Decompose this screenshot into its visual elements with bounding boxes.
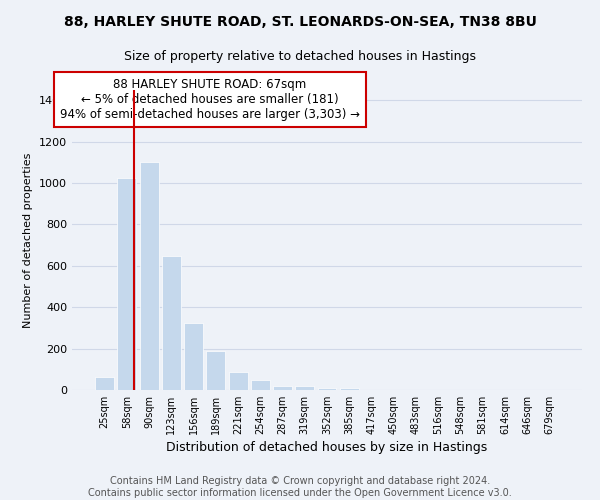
Bar bbox=[295, 386, 314, 390]
Bar bbox=[162, 256, 181, 390]
Text: Size of property relative to detached houses in Hastings: Size of property relative to detached ho… bbox=[124, 50, 476, 63]
Bar bbox=[206, 350, 225, 390]
X-axis label: Distribution of detached houses by size in Hastings: Distribution of detached houses by size … bbox=[166, 441, 488, 454]
Bar bbox=[251, 380, 270, 390]
Text: 88, HARLEY SHUTE ROAD, ST. LEONARDS-ON-SEA, TN38 8BU: 88, HARLEY SHUTE ROAD, ST. LEONARDS-ON-S… bbox=[64, 15, 536, 29]
Text: 88 HARLEY SHUTE ROAD: 67sqm
← 5% of detached houses are smaller (181)
94% of sem: 88 HARLEY SHUTE ROAD: 67sqm ← 5% of deta… bbox=[60, 78, 360, 121]
Bar bbox=[340, 388, 359, 390]
Bar bbox=[317, 388, 337, 390]
Bar bbox=[229, 372, 248, 390]
Bar bbox=[184, 323, 203, 390]
Text: Contains HM Land Registry data © Crown copyright and database right 2024.
Contai: Contains HM Land Registry data © Crown c… bbox=[88, 476, 512, 498]
Bar bbox=[95, 376, 114, 390]
Bar bbox=[273, 386, 292, 390]
Y-axis label: Number of detached properties: Number of detached properties bbox=[23, 152, 34, 328]
Bar bbox=[140, 162, 158, 390]
Bar bbox=[118, 178, 136, 390]
